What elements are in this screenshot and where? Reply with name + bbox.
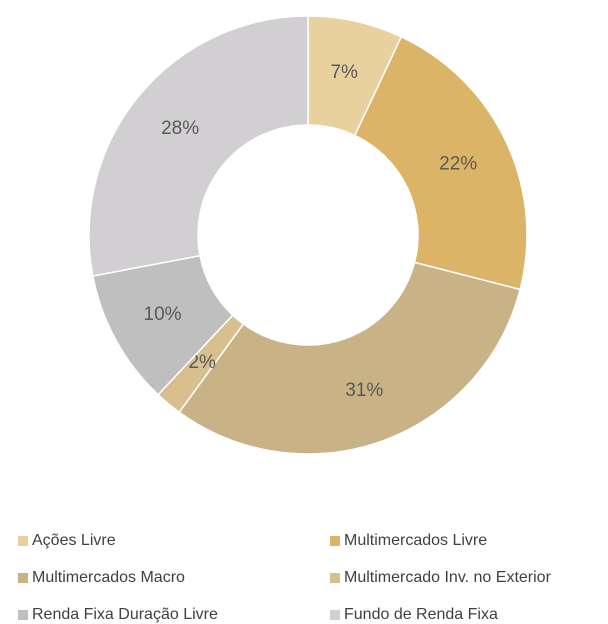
data-label: 7% [330,62,358,83]
legend-swatch [330,610,340,620]
donut-slice [88,15,309,277]
data-label: 31% [345,380,383,401]
donut-slice [353,35,528,291]
legend-swatch [18,610,28,620]
data-label: 28% [161,118,199,139]
legend-label: Multimercados Livre [344,532,487,549]
legend-swatch [330,536,340,546]
legend-swatch [18,573,28,583]
data-label: 10% [144,304,182,325]
legend-swatch [330,573,340,583]
legend-label: Multimercados Macro [32,569,185,586]
legend-label: Multimercado Inv. no Exterior [344,569,552,586]
legend-label: Renda Fixa Duração Livre [32,606,218,623]
legend-label: Ações Livre [32,532,116,549]
legend-label: Fundo de Renda Fixa [344,606,498,623]
data-label: 2% [188,352,216,373]
donut-slice [178,261,522,455]
legend-swatch [18,536,28,546]
data-label: 22% [439,153,477,174]
